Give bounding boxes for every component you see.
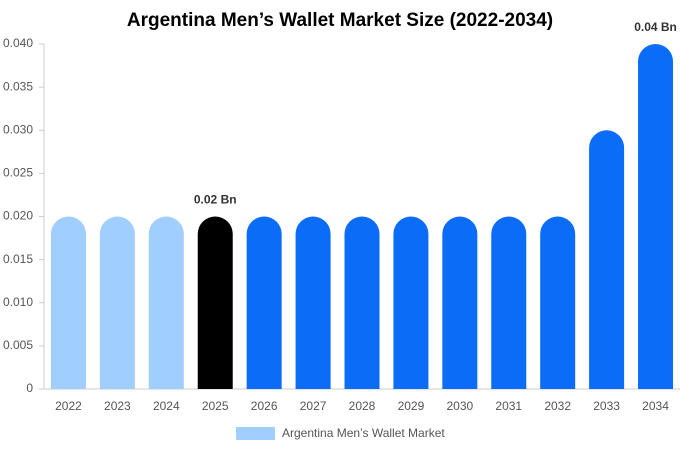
bar <box>99 216 135 389</box>
x-tick-label: 2024 <box>153 399 180 413</box>
y-tick-label: 0.035 <box>3 79 33 93</box>
bar <box>50 216 86 389</box>
bar <box>393 216 429 389</box>
y-tick-label: 0.025 <box>3 166 33 180</box>
y-tick-label: 0.005 <box>3 338 33 352</box>
y-tick-label: 0.040 <box>3 36 33 50</box>
bar <box>540 216 576 389</box>
bar <box>344 216 380 389</box>
bar <box>197 216 233 389</box>
legend-label: Argentina Men’s Wallet Market <box>282 426 445 440</box>
y-tick-label: 0.015 <box>3 252 33 266</box>
x-tick-label: 2023 <box>104 399 131 413</box>
x-tick-label: 2026 <box>251 399 278 413</box>
bar <box>148 216 184 389</box>
x-tick-label: 2033 <box>593 399 620 413</box>
data-label: 0.02 Bn <box>194 193 237 207</box>
chart-title: Argentina Men’s Wallet Market Size (2022… <box>127 10 553 31</box>
x-tick-label: 2022 <box>55 399 82 413</box>
x-tick-label: 2025 <box>202 399 229 413</box>
x-tick-label: 2028 <box>349 399 376 413</box>
bar <box>442 216 478 389</box>
x-tick-label: 2032 <box>544 399 571 413</box>
bar <box>638 44 674 389</box>
y-tick-label: 0.030 <box>3 122 33 136</box>
bar <box>491 216 527 389</box>
data-label: 0.04 Bn <box>634 20 677 34</box>
y-tick-label: 0.020 <box>3 209 33 223</box>
x-tick-label: 2027 <box>300 399 327 413</box>
bar <box>295 216 331 389</box>
y-tick-label: 0.010 <box>3 295 33 309</box>
x-tick-label: 2029 <box>398 399 425 413</box>
x-tick-label: 2030 <box>446 399 473 413</box>
x-tick-label: 2031 <box>495 399 522 413</box>
legend-swatch <box>236 427 275 440</box>
bar <box>246 216 282 389</box>
y-tick-label: 0 <box>26 381 33 395</box>
bar <box>589 130 625 389</box>
x-tick-label: 2034 <box>642 399 669 413</box>
